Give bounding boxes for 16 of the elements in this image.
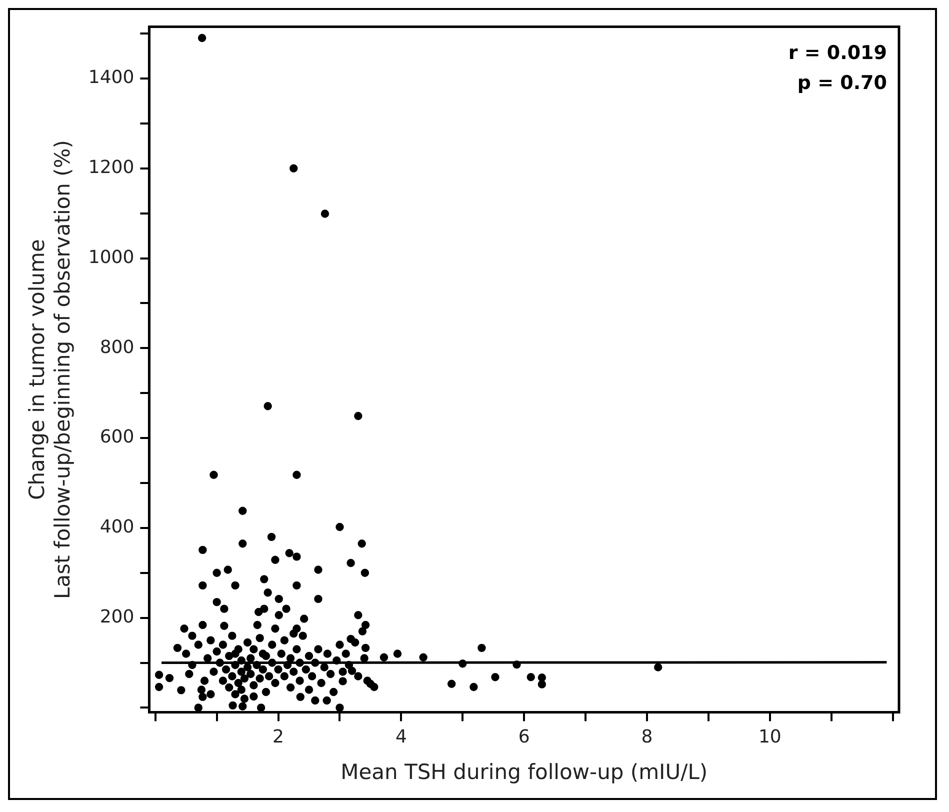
x-tick-label: 10 <box>758 726 782 748</box>
y-tick-label: 1200 <box>88 157 134 178</box>
x-axis-title: Mean TSH during follow-up (mIU/L) <box>340 760 708 784</box>
x-tick-label: 2 <box>272 726 284 748</box>
y-tick-label: 1400 <box>88 67 134 88</box>
y-tick-label: 200 <box>100 606 134 628</box>
x-tick-label: 6 <box>518 726 530 748</box>
x-tick-label: 8 <box>641 726 653 748</box>
y-axis-title: Change in tumor volume Last follow-up/beginning of observation (%) <box>25 140 74 599</box>
y-tick-label: 800 <box>100 336 134 358</box>
y-tick-label: 1000 <box>88 246 134 268</box>
x-tick-label: 4 <box>395 726 407 748</box>
annotation: p = 0.70 <box>797 72 887 94</box>
annotation: r = 0.019 <box>788 42 887 64</box>
y-tick-label: 400 <box>100 516 134 538</box>
y-tick-label: 600 <box>100 426 134 448</box>
